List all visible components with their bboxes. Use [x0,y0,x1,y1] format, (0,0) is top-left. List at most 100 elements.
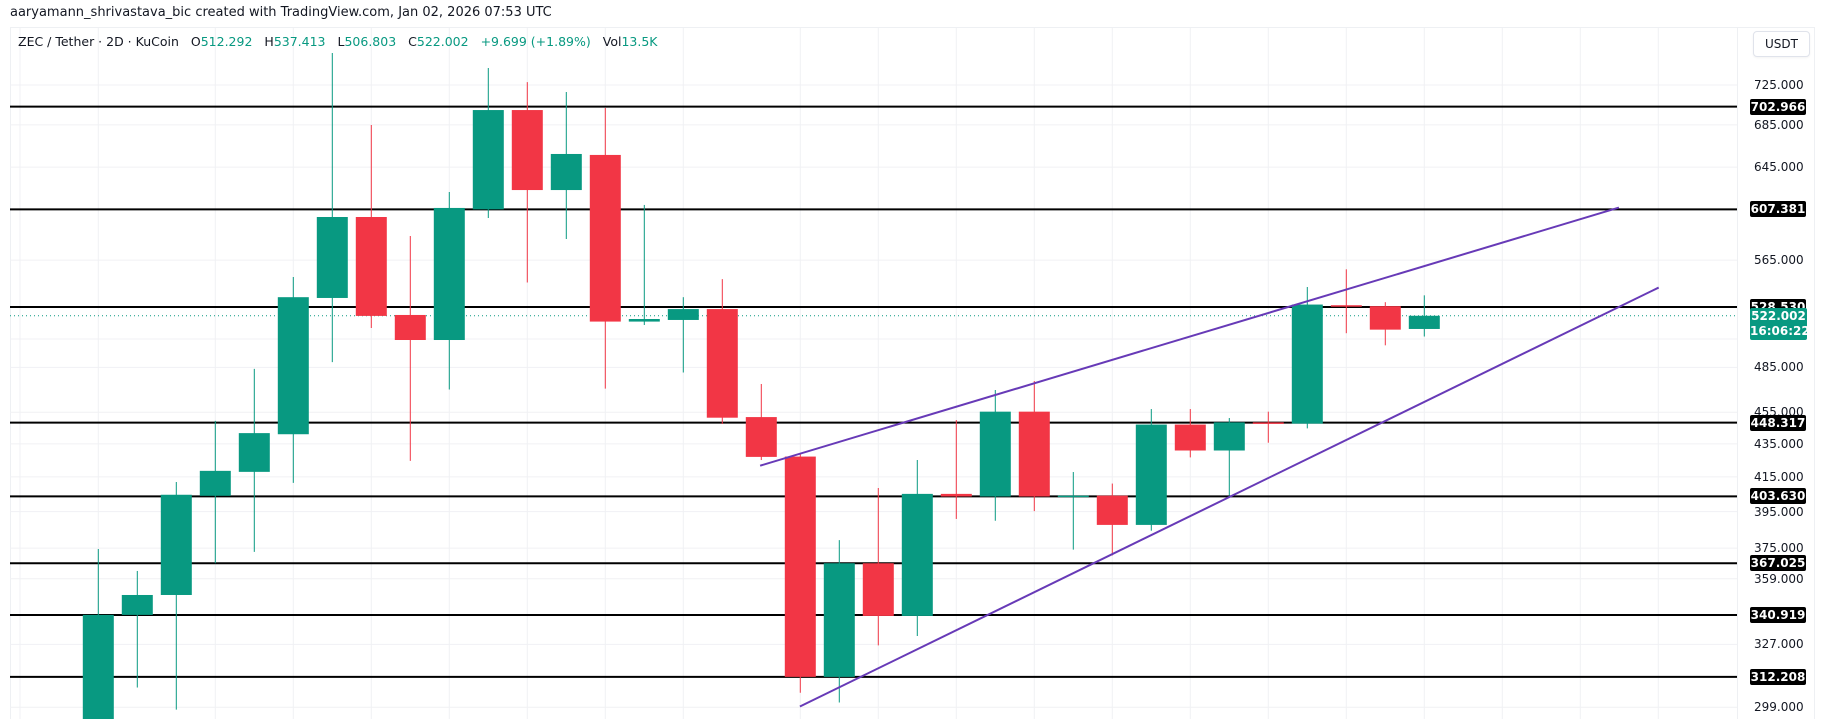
candle-bullish[interactable] [472,67,504,219]
candle-bullish[interactable] [199,420,231,564]
low-value: 506.803 [344,34,397,49]
candle-bullish[interactable] [277,277,309,483]
level-price-badge: 403.630 [1750,488,1806,505]
candle-bullish[interactable] [979,389,1011,521]
candle-body [823,563,855,677]
candle-body [433,207,465,341]
trendline-upper-channel[interactable] [759,206,1620,467]
candle-bearish[interactable] [1252,411,1284,443]
candle-bearish[interactable] [1018,381,1050,512]
candle-body [1096,495,1128,525]
close-label: C [408,34,417,49]
candle-body [745,417,777,457]
candle-body [1408,315,1440,329]
candle-body [355,217,387,316]
candle-bearish[interactable] [1369,302,1401,346]
symbol-title[interactable]: ZEC / Tether · 2D · KuCoin [18,34,179,49]
candle-bullish[interactable] [82,549,114,719]
high-label: H [264,34,274,49]
candle-bearish[interactable] [862,488,894,646]
candle-bearish[interactable] [511,82,543,283]
candle-body [901,493,933,616]
level-price-badge: 340.919 [1750,607,1806,624]
candle-bearish[interactable] [394,235,426,461]
candle-body [1213,422,1245,451]
candle-body [628,319,660,322]
low-label: L [337,34,345,49]
ohlc-legend: ZEC / Tether · 2D · KuCoin O512.292 H537… [18,34,657,49]
chart-credit: aaryamann_shrivastava_bic created with T… [10,5,552,20]
candle-bullish[interactable] [433,191,465,390]
candle-body [784,456,816,677]
candle-body [160,494,192,595]
price-tick-label: 395.000 [1754,504,1804,519]
candle-bullish[interactable] [823,540,855,703]
candle-bullish[interactable] [901,460,933,637]
candle-bearish[interactable] [745,383,777,461]
candle-body [550,153,582,191]
candle-bearish[interactable] [784,453,816,693]
volume-value: 13.5K [621,34,658,49]
candle-bullish[interactable] [1291,287,1323,429]
candle-bearish[interactable] [940,420,972,519]
candle-bearish[interactable] [706,279,738,424]
price-tick-label: 435.000 [1754,436,1804,451]
candle-bearish[interactable] [355,124,387,328]
candle-body [472,110,504,210]
price-tick-label: 645.000 [1754,160,1804,175]
current-price-badge: 522.002 16:06:22 [1750,307,1810,340]
trendline-lower-channel[interactable] [799,286,1660,708]
candle-body [667,309,699,320]
candle-bullish[interactable] [121,570,153,688]
candle-body [589,154,621,322]
open-label: O [190,34,201,49]
candle-bearish[interactable] [1330,269,1362,334]
candle-body [862,563,894,616]
volume-label: Vol [602,34,622,49]
current-price-value: 522.002 [1751,308,1806,323]
candle-bullish[interactable] [1213,418,1245,496]
candle-bearish[interactable] [1174,409,1206,458]
level-price-badge: 312.208 [1750,668,1806,685]
candle-body [1018,411,1050,497]
candle-bullish[interactable] [1135,409,1167,531]
price-tick-label: 415.000 [1754,469,1804,484]
price-tick-label: 299.000 [1754,700,1804,715]
candle-body [238,433,270,472]
candle-body [940,493,972,497]
open-value: 512.292 [200,34,253,49]
change-value: +9.699 (+1.89%) [480,34,591,49]
level-price-badge: 448.317 [1750,414,1806,431]
candle-bullish[interactable] [316,52,348,363]
candle-bullish[interactable] [667,297,699,373]
level-price-badge: 607.381 [1750,201,1806,218]
candle-bullish[interactable] [1057,472,1089,550]
candle-bullish[interactable] [160,482,192,710]
candle-body [316,217,348,298]
candle-body [706,309,738,418]
candle-body [1252,422,1284,424]
candle-bullish[interactable] [628,204,660,325]
close-value: 522.002 [416,34,469,49]
candle-bullish[interactable] [238,368,270,552]
candle-bearish[interactable] [1096,483,1128,556]
plot-area[interactable] [10,28,1737,719]
high-value: 537.413 [273,34,326,49]
candle-body [1135,424,1167,525]
price-tick-label: 565.000 [1754,253,1804,268]
candle-bullish[interactable] [550,92,582,239]
candle-body [1057,495,1089,498]
candle-bullish[interactable] [1408,295,1440,337]
price-axis[interactable] [1737,27,1815,719]
candle-bearish[interactable] [589,108,621,389]
candle-body [511,110,543,191]
candle-body [394,314,426,341]
candle-body [277,297,309,435]
price-tick-label: 327.000 [1754,637,1804,652]
currency-button[interactable]: USDT [1753,31,1810,57]
candle-body [199,470,231,496]
candle-body [1174,424,1206,451]
price-tick-label: 375.000 [1754,541,1804,556]
bar-countdown: 16:06:22 [1750,323,1810,338]
